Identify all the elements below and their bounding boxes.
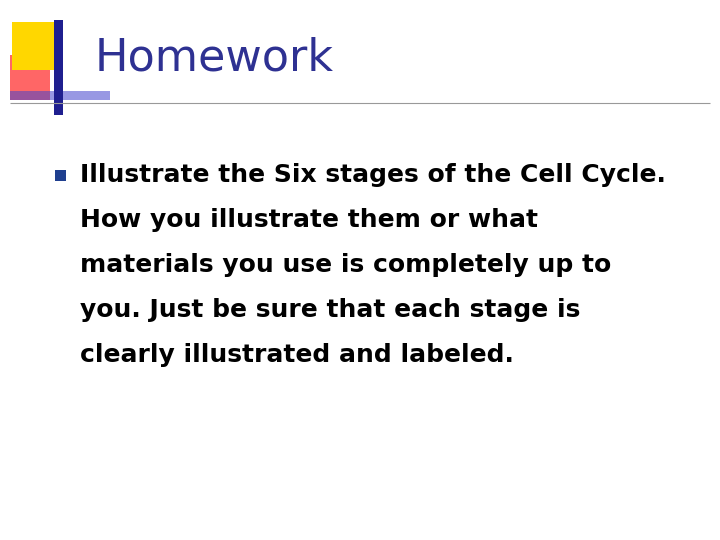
Text: Homework: Homework xyxy=(95,37,334,79)
Bar xyxy=(10,91,110,100)
Text: How you illustrate them or what: How you illustrate them or what xyxy=(80,208,538,232)
Text: Illustrate the Six stages of the Cell Cycle.: Illustrate the Six stages of the Cell Cy… xyxy=(80,163,666,187)
Bar xyxy=(54,20,63,115)
Bar xyxy=(55,170,66,180)
Text: you. Just be sure that each stage is: you. Just be sure that each stage is xyxy=(80,298,580,322)
Bar xyxy=(12,22,60,70)
Text: clearly illustrated and labeled.: clearly illustrated and labeled. xyxy=(80,343,514,367)
Text: materials you use is completely up to: materials you use is completely up to xyxy=(80,253,611,277)
Bar xyxy=(10,55,50,100)
